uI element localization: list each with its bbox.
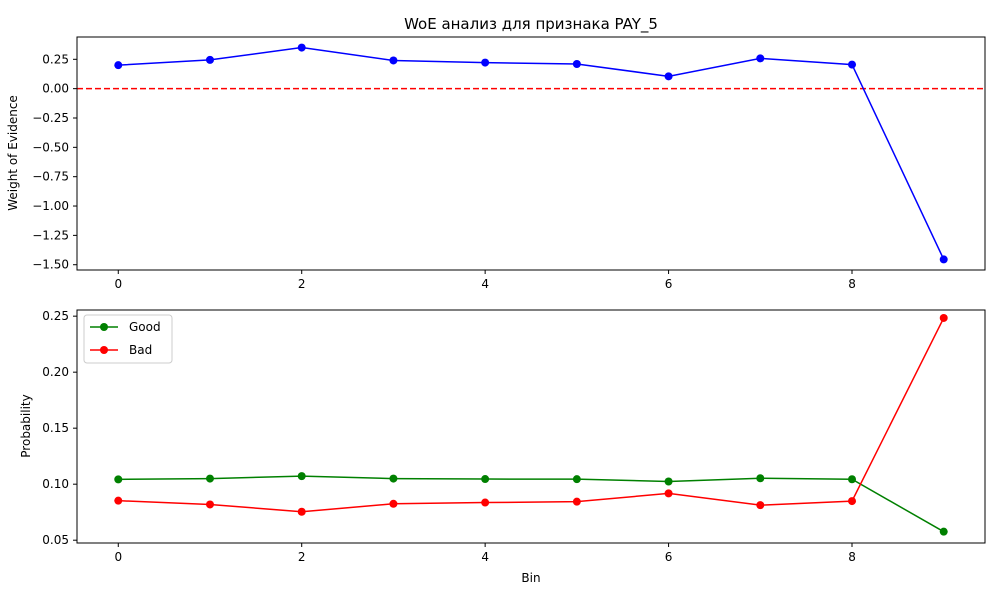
probability-x-tick-label: 6 bbox=[665, 550, 673, 564]
probability-x-tick-label: 8 bbox=[848, 550, 856, 564]
probability-good-point bbox=[297, 472, 306, 481]
woe-x-tick-label: 6 bbox=[665, 277, 673, 291]
probability-good-point bbox=[572, 475, 581, 484]
probability-good-point bbox=[389, 474, 398, 483]
probability-y-tick-label: 0.20 bbox=[42, 365, 69, 379]
woe-chart-title: WoE анализ для признака PAY_5 bbox=[404, 15, 658, 34]
woe-y-tick-label: 0.00 bbox=[42, 82, 69, 96]
legend-entry-bad: Bad bbox=[90, 343, 152, 357]
woe-y-tick-label: −1.50 bbox=[32, 258, 69, 272]
legend-bad-label: Bad bbox=[129, 343, 152, 357]
legend-good-label: Good bbox=[129, 320, 161, 334]
probability-bad-point bbox=[572, 497, 581, 506]
woe-series-0-point bbox=[848, 60, 857, 69]
probability-good-point bbox=[114, 475, 123, 484]
woe-x-tick-label: 8 bbox=[848, 277, 856, 291]
probability-good-point bbox=[664, 477, 673, 486]
probability-good-line bbox=[118, 475, 945, 533]
legend: Good Bad bbox=[83, 314, 173, 364]
probability-bad-point bbox=[848, 497, 857, 506]
woe-series-0-point bbox=[664, 72, 673, 81]
woe-y-tick-label: −0.25 bbox=[32, 111, 69, 125]
woe-y-tick-label: −1.25 bbox=[32, 228, 69, 242]
woe-y-tick-label: −1.00 bbox=[32, 199, 69, 213]
probability-good-point bbox=[756, 474, 765, 483]
probability-bad-line bbox=[118, 317, 945, 513]
woe-series-0-point bbox=[297, 43, 306, 52]
woe-panel: WoE анализ для признака PAY_5 Weight of … bbox=[6, 15, 986, 291]
probability-good-point bbox=[848, 475, 857, 484]
probability-bad-point bbox=[389, 499, 398, 508]
probability-plot-frame bbox=[76, 309, 986, 544]
woe-y-axis-label: Weight of Evidence bbox=[6, 95, 20, 211]
probability-good-point bbox=[205, 474, 214, 483]
probability-bad-point bbox=[664, 489, 673, 498]
woe-series-0-point bbox=[389, 56, 398, 65]
probability-good-point bbox=[481, 475, 490, 484]
woe-x-tick-label: 4 bbox=[481, 277, 489, 291]
probability-bad-point bbox=[297, 507, 306, 516]
probability-plot-layer: 0 2 4 6 8 0.05 0.10 0.15 0.20 0.25 bbox=[42, 309, 948, 564]
probability-y-tick-label: 0.05 bbox=[42, 533, 69, 547]
probability-x-tick-label: 2 bbox=[298, 550, 306, 564]
probability-x-tick-label: 4 bbox=[481, 550, 489, 564]
probability-y-axis-label: Probability bbox=[19, 394, 33, 457]
probability-x-axis-label: Bin bbox=[521, 571, 540, 585]
legend-entry-good: Good bbox=[90, 320, 161, 334]
woe-y-tick-label: 0.25 bbox=[42, 52, 69, 66]
probability-panel: Probability Bin 0 2 4 6 8 0.05 0.10 0.15 0.20 0.2… bbox=[19, 309, 986, 585]
probability-y-tick-label: 0.10 bbox=[42, 477, 69, 491]
woe-plot-layer: 0 2 4 6 8 0.25 0.00 −0.25 −0.50 −0.75 −1.00 −1.25 −1… bbox=[32, 43, 985, 291]
probability-y-tick-label: 0.15 bbox=[42, 421, 69, 435]
legend-good-marker bbox=[100, 323, 108, 331]
woe-x-tick-label: 0 bbox=[114, 277, 122, 291]
woe-series-0-line bbox=[118, 46, 945, 260]
woe-series-0-point bbox=[572, 59, 581, 68]
woe-series-0-point bbox=[205, 55, 214, 64]
woe-y-tick-label: −0.75 bbox=[32, 170, 69, 184]
probability-good-point bbox=[939, 527, 948, 536]
woe-series-0-point bbox=[114, 61, 123, 70]
probability-x-tick-label: 0 bbox=[114, 550, 122, 564]
probability-bad-point bbox=[481, 498, 490, 507]
probability-bad-point bbox=[756, 501, 765, 510]
probability-bad-point bbox=[114, 496, 123, 505]
legend-bad-marker bbox=[100, 346, 108, 354]
woe-series-0-point bbox=[481, 58, 490, 67]
probability-y-tick-label: 0.25 bbox=[42, 309, 69, 323]
woe-series-0-point bbox=[939, 255, 948, 264]
woe-y-tick-label: −0.50 bbox=[32, 140, 69, 154]
woe-plot-frame bbox=[76, 36, 986, 271]
probability-bad-point bbox=[939, 313, 948, 322]
probability-bad-point bbox=[205, 500, 214, 509]
woe-series-0-point bbox=[756, 54, 765, 63]
woe-x-tick-label: 2 bbox=[298, 277, 306, 291]
